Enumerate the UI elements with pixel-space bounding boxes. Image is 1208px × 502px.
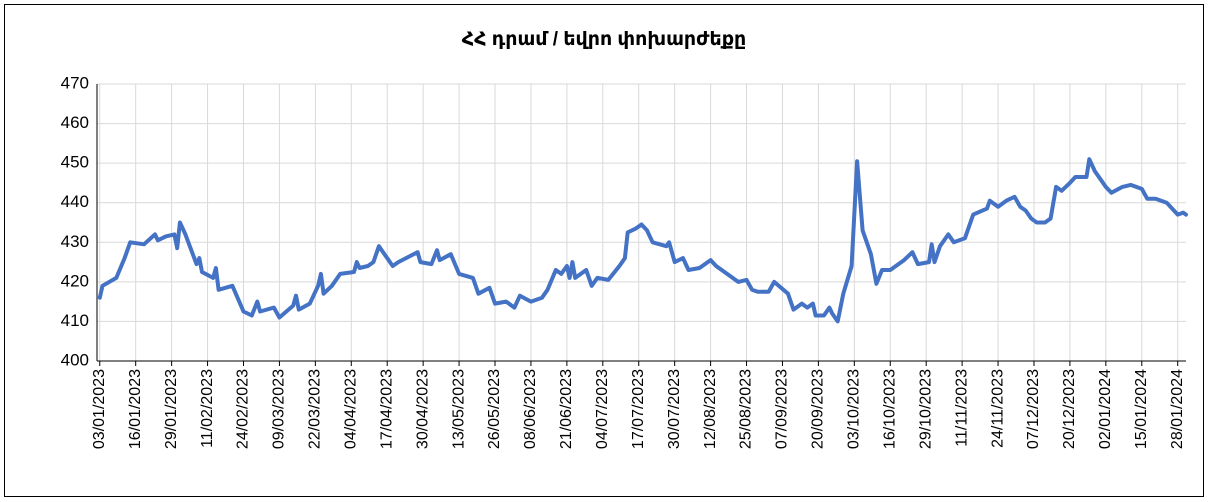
y-tick-label: 430 [61, 232, 89, 251]
x-tick-label: 09/03/2023 [271, 369, 288, 449]
x-tick-label: 11/11/2023 [953, 369, 970, 447]
y-tick-label: 420 [61, 271, 89, 290]
x-tick-label: 29/01/2023 [163, 369, 180, 449]
x-tick-label: 07/09/2023 [774, 369, 791, 449]
x-tick-label: 30/04/2023 [414, 369, 431, 449]
x-tick-label: 24/02/2023 [235, 369, 252, 449]
x-tick-label: 13/05/2023 [450, 369, 467, 449]
x-tick-label: 25/08/2023 [738, 369, 755, 449]
x-tick-label: 03/01/2023 [91, 369, 108, 449]
y-tick-label: 450 [61, 153, 89, 172]
x-tick-label: 03/10/2023 [846, 369, 863, 449]
y-tick-label: 440 [61, 192, 89, 211]
x-tick-label: 04/04/2023 [343, 369, 360, 449]
x-tick-label: 11/02/2023 [199, 369, 216, 448]
x-tick-label: 21/06/2023 [558, 369, 575, 449]
x-tick-label: 08/06/2023 [522, 369, 539, 449]
x-tick-label: 16/10/2023 [881, 369, 898, 449]
y-tick-label: 470 [61, 73, 89, 92]
chart-title: ՀՀ դրամ / եվրո փոխարժեքը [462, 29, 746, 50]
x-tick-label: 17/07/2023 [630, 369, 647, 449]
y-tick-label: 400 [61, 350, 89, 369]
x-tick-label: 20/12/2023 [1061, 369, 1078, 449]
y-tick-label: 460 [61, 113, 89, 132]
x-tick-label: 22/03/2023 [307, 369, 324, 449]
y-tick-label: 410 [61, 311, 89, 330]
x-tick-label: 24/11/2023 [989, 369, 1006, 448]
x-tick-label: 15/01/2024 [1133, 369, 1150, 449]
x-tick-label: 17/04/2023 [378, 369, 395, 449]
x-tick-label: 28/01/2024 [1169, 369, 1186, 449]
chart-border [4, 4, 1204, 497]
x-tick-label: 12/08/2023 [702, 369, 719, 449]
x-tick-label: 29/10/2023 [917, 369, 934, 449]
x-tick-label: 26/05/2023 [486, 369, 503, 449]
x-tick-label: 30/07/2023 [666, 369, 683, 449]
x-tick-label: 16/01/2023 [127, 369, 144, 449]
x-tick-label: 20/09/2023 [810, 369, 827, 449]
x-tick-label: 07/12/2023 [1025, 369, 1042, 449]
x-tick-label: 02/01/2024 [1097, 369, 1114, 449]
data-line [97, 157, 1188, 324]
x-tick-label: 04/07/2023 [594, 369, 611, 449]
